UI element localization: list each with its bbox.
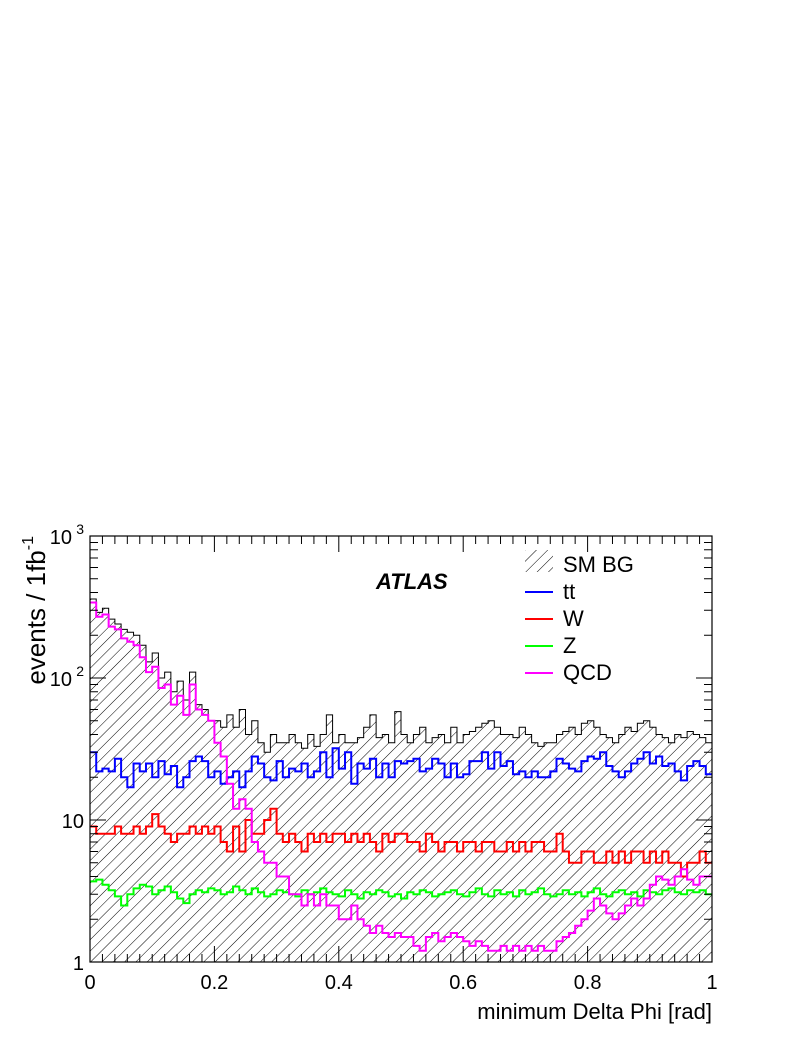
axis-ticks [89,536,713,963]
x-tick-label: 0 [84,972,95,994]
series-tt-line [90,747,712,789]
x-tick-label: 0.8 [574,972,602,994]
y-tick-label: 1 [73,953,84,975]
series-qcd-line [90,601,712,952]
plot-area [90,598,712,962]
series-z-line [90,878,712,907]
series-w-line [90,807,712,878]
y-tick-label: 10 [50,669,72,691]
y-tick-label: 10 [62,811,84,833]
y-axis-title: events / 1fb-1 [20,536,51,685]
x-tick-label: 0.6 [449,972,477,994]
x-tick-label: 0.2 [200,972,228,994]
legend-label-w: W [563,606,584,631]
legend-label-tt: tt [563,579,575,604]
y-tick-exponent: 2 [76,663,84,679]
atlas-annotation: ATLAS [375,569,448,594]
y-tick-exponent: 3 [76,521,84,537]
x-axis-title: minimum Delta Phi [rad] [477,999,712,1024]
legend-label-sm-bg: SM BG [563,552,634,577]
legend-swatch-sm-bg [525,550,553,572]
y-axis-title-group: events / 1fb-1 [20,536,51,685]
x-tick-label: 0.4 [325,972,353,994]
legend-label-qcd: QCD [563,660,612,685]
series-sm-bg-outline [90,598,712,753]
x-tick-label: 1 [706,972,717,994]
series-sm-bg-fill [90,599,712,962]
y-tick-label: 10 [50,527,72,549]
legend-label-z: Z [563,633,576,658]
